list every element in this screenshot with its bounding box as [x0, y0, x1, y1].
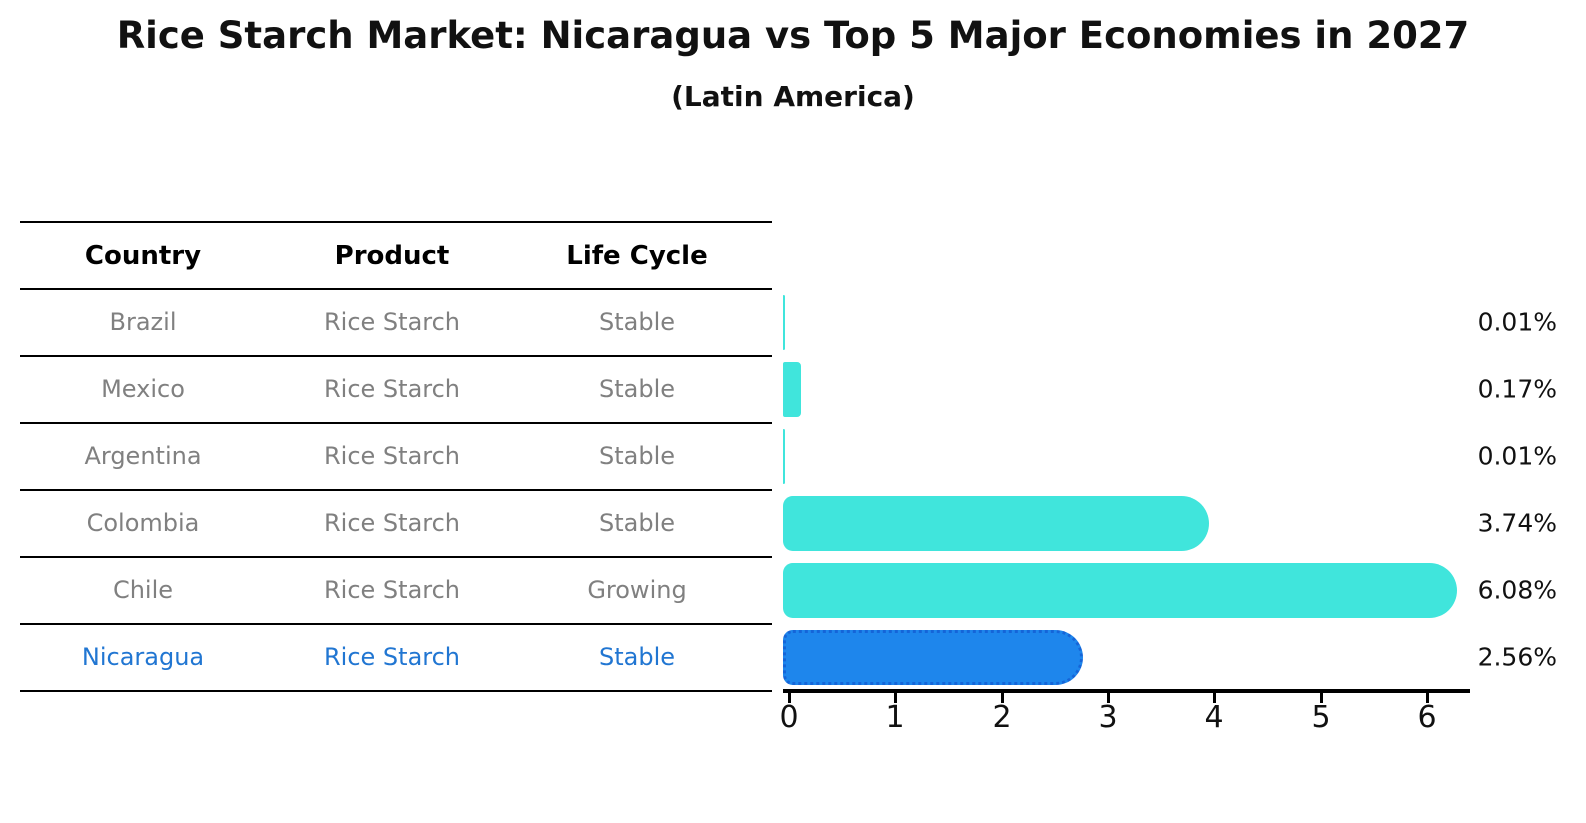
x-axis-tick — [1426, 693, 1429, 703]
table-header-country: Country — [84, 241, 202, 271]
table-cell-country: Argentina — [84, 442, 202, 470]
x-axis-tick — [894, 693, 897, 703]
table-cell-life-cycle: Stable — [598, 643, 676, 671]
bar-value-label: 6.08% — [1477, 575, 1557, 605]
bar-mexico — [783, 362, 801, 417]
x-axis-tick-label: 4 — [1204, 700, 1224, 735]
bar-nicaragua — [783, 630, 1083, 685]
table-divider-line — [20, 355, 772, 357]
table-cell-life-cycle: Stable — [598, 308, 676, 336]
x-axis-tick-label: 0 — [779, 700, 799, 735]
table-cell-country: Brazil — [109, 308, 177, 336]
bar-value-label: 2.56% — [1477, 642, 1557, 672]
x-axis-tick — [1107, 693, 1110, 703]
x-axis-tick — [1001, 693, 1004, 703]
table-cell-country: Colombia — [86, 509, 200, 537]
table-divider-line — [20, 422, 772, 424]
chart-title: Rice Starch Market: Nicaragua vs Top 5 M… — [116, 14, 1470, 57]
x-axis-tick-label: 2 — [992, 700, 1012, 735]
table-cell-country: Chile — [112, 576, 174, 604]
table-cell-life-cycle: Stable — [598, 442, 676, 470]
table-divider-line — [20, 288, 772, 290]
bar-chile — [783, 563, 1457, 618]
bar-colombia — [783, 496, 1209, 551]
table-cell-product: Rice Starch — [323, 509, 461, 537]
bar-value-label: 0.01% — [1477, 441, 1557, 471]
bar-value-label: 3.74% — [1477, 508, 1557, 538]
table-cell-country: Mexico — [101, 375, 185, 403]
table-cell-product: Rice Starch — [323, 576, 461, 604]
x-axis-tick-label: 1 — [885, 700, 905, 735]
x-axis-tick-label: 3 — [1098, 700, 1118, 735]
table-divider-line — [20, 221, 772, 223]
table-cell-product: Rice Starch — [323, 442, 461, 470]
bar-brazil — [783, 295, 785, 350]
bar-value-label: 0.17% — [1477, 374, 1557, 404]
table-divider-line — [20, 690, 772, 692]
table-header-product: Product — [334, 241, 450, 271]
table-cell-life-cycle: Stable — [598, 375, 676, 403]
bar-value-label: 0.01% — [1477, 307, 1557, 337]
table-divider-line — [20, 489, 772, 491]
x-axis-tick — [788, 693, 791, 703]
table-cell-country: Nicaragua — [81, 643, 205, 671]
table-divider-line — [20, 556, 772, 558]
table-cell-product: Rice Starch — [323, 375, 461, 403]
bar-argentina — [783, 429, 785, 484]
x-axis-tick-label: 5 — [1311, 700, 1331, 735]
table-cell-life-cycle: Growing — [587, 576, 687, 604]
table-header-life-cycle: Life Cycle — [566, 241, 708, 271]
x-axis-tick-label: 6 — [1417, 700, 1437, 735]
x-axis-tick — [1213, 693, 1216, 703]
table-cell-product: Rice Starch — [323, 643, 461, 671]
table-cell-life-cycle: Stable — [598, 509, 676, 537]
x-axis-tick — [1320, 693, 1323, 703]
table-cell-product: Rice Starch — [323, 308, 461, 336]
chart-subtitle: (Latin America) — [671, 80, 915, 113]
table-divider-line — [20, 623, 772, 625]
x-axis-line — [783, 689, 1470, 693]
